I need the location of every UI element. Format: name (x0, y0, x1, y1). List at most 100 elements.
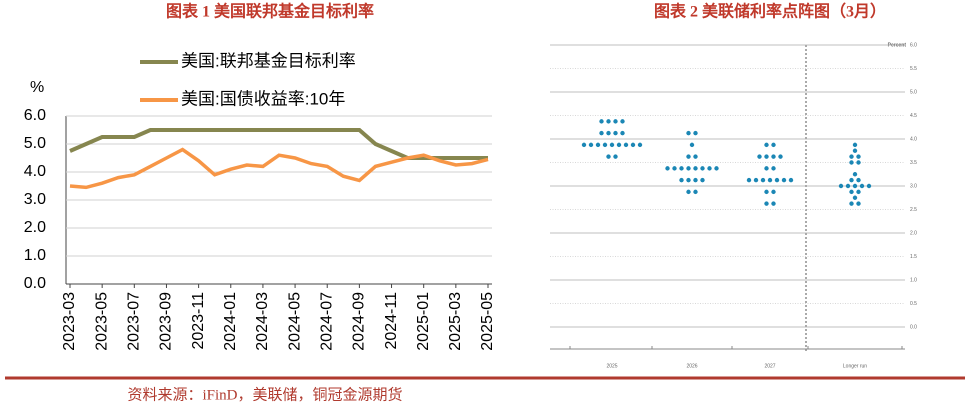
dot (764, 201, 769, 206)
y-tick-label: 3.0 (910, 183, 917, 189)
dot (700, 166, 705, 171)
y-tick-label: 6.0 (24, 107, 46, 124)
source: 资料来源：iFinD，美联储，铜冠金源期货 (127, 386, 402, 403)
dot (602, 142, 608, 148)
dot (616, 142, 622, 148)
x-tick-label: 2024-03 (254, 292, 271, 351)
dot (764, 166, 769, 171)
y-tick-label: 5.0 (24, 135, 46, 152)
dot (753, 177, 759, 183)
y-tick-label: 5.0 (910, 89, 917, 95)
x-tick-label: 2024-09 (351, 292, 368, 351)
dot (693, 154, 698, 159)
x-tick-label: 2025-05 (479, 292, 496, 351)
y-tick-label: 2.5 (910, 207, 917, 213)
dot (679, 177, 684, 183)
dot (778, 154, 783, 159)
dot (859, 183, 865, 189)
series-line (69, 128, 488, 160)
x-tick-label: 2024-01 (222, 292, 239, 351)
y-tick-label: 1.5 (910, 254, 917, 260)
dot (637, 142, 643, 148)
dot (606, 154, 611, 159)
dot (856, 189, 861, 195)
y-tick-label: 4.0 (910, 136, 917, 142)
y-tick-label: 2.0 (24, 219, 46, 236)
y-tick-label: 0.5 (910, 301, 917, 307)
dot (686, 177, 691, 183)
dot (764, 189, 769, 195)
y-tick-label: 5.5 (910, 66, 917, 72)
dot (771, 142, 776, 148)
x-tick-label: 2026 (686, 363, 697, 369)
dot (849, 160, 854, 165)
x-tick-label: 2023-03 (61, 292, 78, 351)
dot (767, 177, 773, 183)
dot (714, 166, 719, 171)
dot (693, 189, 698, 195)
x-tick-label: Longer run (843, 363, 867, 369)
x-tick-label: 2024-11 (383, 292, 400, 350)
dot (849, 189, 854, 195)
dot (620, 119, 625, 124)
y-tick-label: 3.5 (910, 160, 917, 166)
dot (771, 189, 776, 195)
dot (838, 183, 844, 189)
dot (788, 177, 794, 183)
dot (856, 160, 861, 165)
x-tick-label: 2024-07 (318, 292, 335, 351)
x-tick-label: 2023-11 (190, 292, 207, 350)
dot (849, 177, 854, 183)
dot (613, 119, 618, 124)
dot (852, 183, 858, 189)
dot (609, 142, 615, 148)
y-tick-label: 0.0 (910, 324, 917, 330)
y-tick-label: 4.0 (24, 163, 46, 180)
dot (764, 154, 769, 159)
dot (849, 154, 854, 159)
dot (856, 177, 861, 183)
dot (856, 201, 861, 206)
dot (588, 142, 594, 148)
dot (686, 130, 691, 136)
dot (757, 154, 762, 159)
y-axis-label: % (30, 79, 44, 96)
y-tick-label: 0.0 (24, 275, 46, 292)
dot (613, 130, 618, 136)
dot (781, 177, 787, 183)
dot (693, 166, 698, 171)
dot (679, 166, 684, 171)
dot (866, 183, 872, 189)
dot (764, 142, 769, 148)
dot (771, 154, 776, 159)
dot (686, 189, 691, 195)
dot (771, 201, 776, 206)
x-tick-label: 2025-01 (415, 292, 432, 351)
dot (849, 201, 854, 206)
dot (856, 154, 861, 159)
dot (771, 166, 776, 171)
dot (852, 195, 858, 200)
legend-label: 美国:联邦基金目标利率 (181, 51, 356, 70)
plot-frame (548, 42, 916, 352)
dot (665, 166, 670, 171)
x-tick-label: 2025-03 (447, 292, 464, 351)
y-tick-label: 1.0 (910, 277, 917, 283)
dot (606, 119, 611, 124)
dot (852, 142, 858, 148)
y-tick-label: 1.0 (24, 247, 46, 264)
dot (774, 177, 780, 183)
dot (760, 177, 766, 183)
dot (630, 142, 636, 148)
x-tick-label: 2023-09 (158, 292, 175, 351)
dot (693, 130, 698, 136)
dot (852, 172, 858, 177)
dot (595, 142, 601, 148)
dot (599, 130, 604, 136)
dot (599, 119, 604, 124)
dot (686, 166, 691, 171)
x-tick-label: 2027 (764, 363, 775, 369)
y-tick-label: 2.0 (910, 230, 917, 236)
legend-label: 美国:国债收益率:10年 (181, 89, 345, 108)
